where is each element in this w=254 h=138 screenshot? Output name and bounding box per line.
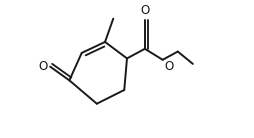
Text: O: O [165,60,174,73]
Text: O: O [140,4,149,17]
Text: O: O [39,60,48,73]
